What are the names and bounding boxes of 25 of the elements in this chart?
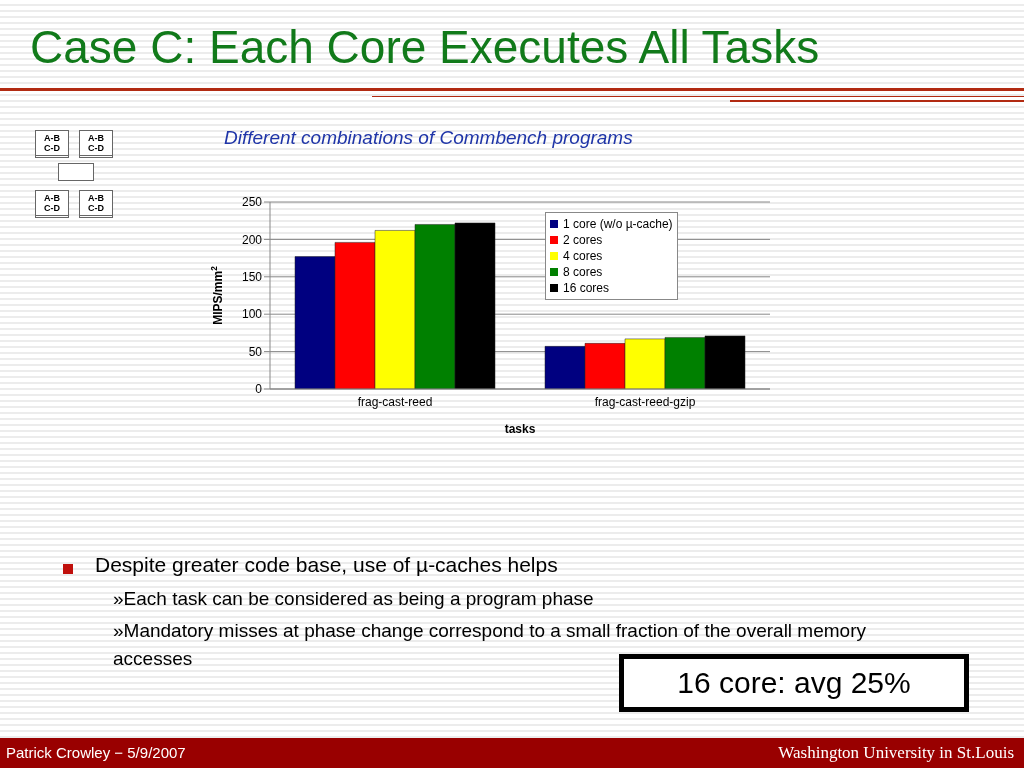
legend-label: 16 cores xyxy=(563,280,610,296)
legend-label: 1 core (w/o µ-cache) xyxy=(563,216,673,232)
y-tick-label: 250 xyxy=(241,195,263,210)
text: »Each task can be considered as being a program phase xyxy=(113,588,594,610)
legend-label: 4 cores xyxy=(563,248,603,264)
text: A-B C-D xyxy=(35,130,69,158)
x-axis-title: tasks xyxy=(504,422,536,436)
y-tick-label: 50 xyxy=(248,344,263,359)
x-tick-label: frag-cast-reed-gzip xyxy=(594,394,696,409)
y-tick-label: 100 xyxy=(241,307,263,322)
x-tick-label: frag-cast-reed xyxy=(357,394,433,409)
y-tick-label: 200 xyxy=(241,232,263,247)
y-tick-label: 150 xyxy=(241,270,263,285)
legend-label: 8 cores xyxy=(563,264,603,280)
chart-title: Case C: Each Core Executes All Tasks xyxy=(30,20,820,74)
text: A-B C-D xyxy=(79,130,113,158)
text: Patrick Crowley − 5/9/2007 xyxy=(6,744,186,761)
text: A-B C-D xyxy=(79,190,113,218)
text: Despite greater code base, use of µ-caches helps xyxy=(95,553,558,577)
text: 16 core: avg 25% xyxy=(619,654,969,712)
legend-label: 2 cores xyxy=(563,232,603,248)
y-tick-label: 0 xyxy=(255,382,263,397)
chart-subtitle: Different combinations of Commbench programs xyxy=(224,127,633,149)
text: Washington University in St.Louis xyxy=(778,743,1014,763)
text: A-B C-D xyxy=(35,190,69,218)
